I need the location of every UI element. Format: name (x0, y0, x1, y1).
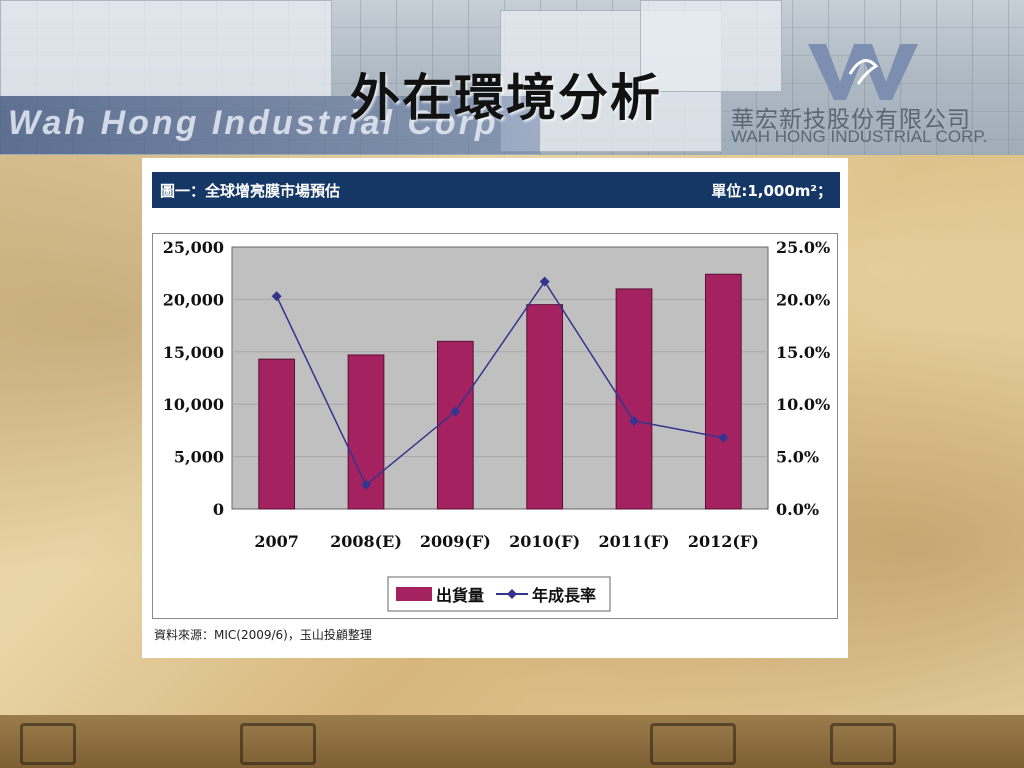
right-axis-tick-label: 25.0% (776, 238, 830, 257)
right-axis-tick-label: 20.0% (776, 290, 830, 309)
building-left (0, 0, 332, 97)
legend-label-bar: 出貨量 (436, 586, 484, 605)
growth-rate-line (275, 280, 724, 487)
x-axis-tick-label: 2011(F) (598, 532, 669, 551)
bar-shipment (436, 340, 474, 510)
chart-frame (152, 233, 838, 619)
company-name-cn: 華宏新技股份有限公司 (731, 107, 971, 133)
brand-strip (0, 96, 540, 154)
calligraphy-mark (240, 723, 316, 765)
right-axis-tick-label: 5.0% (776, 448, 819, 467)
bar-shipment (258, 358, 296, 510)
legend-marker-line (507, 589, 517, 599)
chart-unit: 單位:1,000m²； (711, 182, 832, 200)
chart-caption: 圖一：全球增亮膜市場預估 (160, 182, 341, 200)
right-axis-tick-label: 15.0% (776, 343, 830, 362)
brand-text: Wah Hong Industrial Corp (8, 104, 499, 142)
right-axis-tick-label: 0.0% (776, 500, 819, 519)
left-axis-tick-label: 25,000 (163, 238, 224, 257)
slide-title: 外在環境分析 (350, 68, 662, 127)
plot-area (231, 246, 769, 510)
calligraphy-mark (20, 723, 76, 765)
left-axis-tick-label: 20,000 (163, 290, 224, 309)
growth-rate-point (718, 432, 729, 443)
company-name-en: WAH HONG INDUSTRIAL CORP. (731, 127, 988, 146)
left-axis-tick-label: 15,000 (163, 343, 224, 362)
growth-rate-point (271, 291, 282, 302)
legend-label-line: 年成長率 (532, 586, 596, 605)
company-logo-icon (808, 44, 918, 100)
right-axis-tick-label: 10.0% (776, 395, 830, 414)
left-axis-tick-label: 5,000 (174, 448, 224, 467)
calligraphy-mark (830, 723, 896, 765)
growth-rate-point (539, 276, 550, 287)
left-axis-tick-label: 0 (213, 500, 224, 519)
calligraphy-mark (650, 723, 736, 765)
left-axis-tick-label: 10,000 (163, 395, 224, 414)
bar-shipment (615, 288, 653, 510)
x-axis-tick-label: 2009(F) (420, 532, 491, 551)
x-axis-tick-label: 2008(E) (330, 532, 402, 551)
x-axis-tick-label: 2010(F) (509, 532, 580, 551)
combo-chart: 0 5,000 10,000 15,000 20,000 25,000 0.0% 5.0% 10… (163, 238, 830, 612)
footer-band (0, 715, 1024, 768)
x-axis-tick-label: 2007 (254, 532, 299, 551)
bar-shipment (704, 273, 742, 510)
legend-swatch-bar (396, 587, 432, 601)
source-note: 資料來源：MIC(2009/6)，玉山投顧整理 (154, 628, 372, 642)
growth-rate-point (450, 406, 461, 417)
chart-header-bar: 圖一：全球增亮膜市場預估 單位:1,000m²； (152, 172, 840, 208)
growth-rate-point (361, 479, 371, 490)
growth-rate-point (629, 415, 639, 426)
x-axis-tick-label: 2012(F) (688, 532, 759, 551)
bar-shipment (526, 304, 564, 510)
building-tower (640, 0, 782, 92)
